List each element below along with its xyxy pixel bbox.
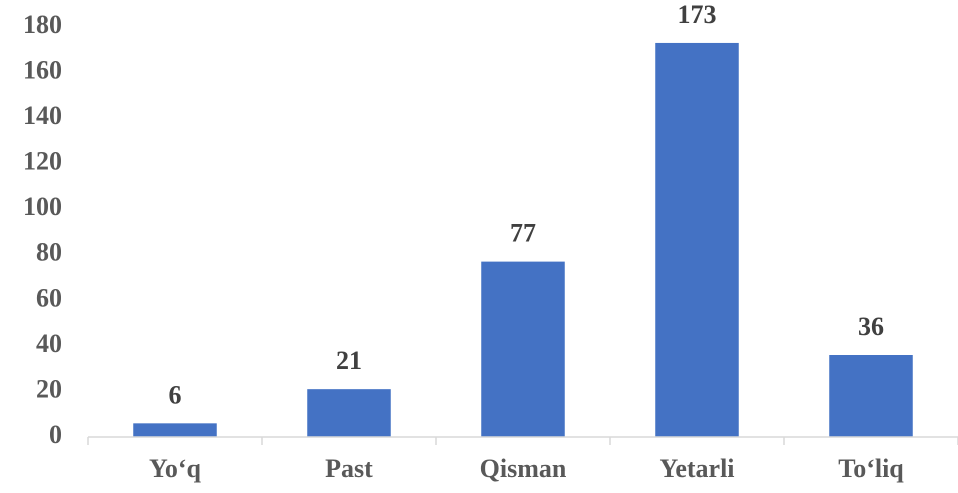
data-label: 6 xyxy=(169,380,182,409)
data-label: 36 xyxy=(858,312,884,341)
bar xyxy=(481,261,565,437)
bar xyxy=(829,355,913,437)
y-tick-label: 0 xyxy=(49,420,62,449)
x-tick-label: To‘liq xyxy=(838,454,904,483)
x-tick-label: Yo‘q xyxy=(149,454,202,483)
x-tick-label: Qisman xyxy=(480,454,567,483)
y-tick-label: 40 xyxy=(36,329,62,358)
y-tick-label: 80 xyxy=(36,238,62,267)
bar xyxy=(133,423,217,437)
y-tick-label: 180 xyxy=(23,10,62,39)
y-tick-label: 100 xyxy=(23,192,62,221)
y-tick-label: 120 xyxy=(23,147,62,176)
y-tick-label: 160 xyxy=(23,56,62,85)
bar xyxy=(655,42,739,437)
bar xyxy=(307,389,391,437)
data-label: 77 xyxy=(510,219,536,248)
x-tick-label: Yetarli xyxy=(659,454,734,483)
data-label: 21 xyxy=(336,346,362,375)
y-tick-label: 140 xyxy=(23,101,62,130)
y-tick-label: 60 xyxy=(36,283,62,312)
x-tick-label: Past xyxy=(325,454,373,483)
y-tick-label: 20 xyxy=(36,374,62,403)
data-label: 173 xyxy=(678,0,717,29)
